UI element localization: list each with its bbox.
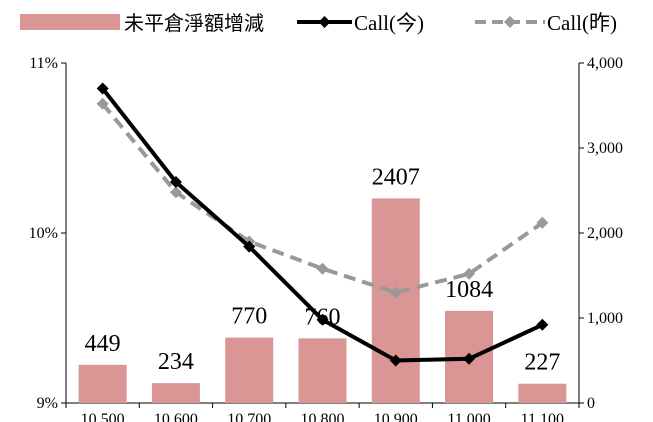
line-point-1-0 bbox=[96, 82, 109, 95]
bar-label-4: 2407 bbox=[372, 164, 420, 190]
right-tick-label-3: 3,000 bbox=[587, 140, 623, 157]
bar-label-6: 227 bbox=[524, 350, 560, 376]
bar-6 bbox=[518, 383, 567, 403]
bar-4 bbox=[371, 198, 420, 403]
bar-label-2: 770 bbox=[231, 304, 267, 330]
x-tick-label-6: 11,100 bbox=[521, 411, 564, 422]
x-tick-label-1: 10,600 bbox=[154, 411, 198, 422]
ticks: 9% 10% 11% 0 1,000 2,000 3,000 4,000 10,500 10,60… bbox=[29, 55, 623, 422]
right-tick-label-4: 4,000 bbox=[587, 55, 623, 72]
left-tick-label-0: 9% bbox=[37, 395, 58, 412]
right-tick-label-0: 0 bbox=[587, 395, 595, 412]
bars bbox=[78, 198, 567, 403]
left-tick-label-1: 10% bbox=[29, 225, 58, 242]
legend-label-call-yesterday: Call(昨) bbox=[547, 11, 617, 35]
x-tick-label-4: 10,900 bbox=[374, 411, 418, 422]
line-point-1-6 bbox=[536, 318, 549, 331]
right-tick-label-2: 2,000 bbox=[587, 225, 623, 242]
legend: 未平倉淨額增減 Call(今) Call(昨) bbox=[20, 11, 617, 35]
legend-label-bar: 未平倉淨額增減 bbox=[124, 11, 264, 35]
bar-label-0: 449 bbox=[85, 331, 121, 357]
right-tick-label-1: 1,000 bbox=[587, 310, 623, 327]
bar-2 bbox=[225, 337, 274, 403]
left-tick-label-2: 11% bbox=[29, 55, 58, 72]
x-tick-label-0: 10,500 bbox=[81, 411, 125, 422]
line-point-2-6 bbox=[536, 216, 549, 229]
x-tick-label-5: 11,000 bbox=[447, 411, 490, 422]
line-point-2-3 bbox=[316, 262, 329, 275]
legend-swatch-bar bbox=[20, 14, 120, 30]
line-point-1-1 bbox=[169, 176, 182, 188]
line-point-1-2 bbox=[243, 240, 256, 253]
bar-label-1: 234 bbox=[158, 349, 194, 375]
legend-marker-call-yesterday bbox=[504, 16, 516, 28]
lines bbox=[96, 82, 549, 367]
line-point-1-5 bbox=[463, 352, 476, 365]
bar-labels: 44923477076024071084227 bbox=[85, 164, 561, 375]
bar-label-5: 1084 bbox=[445, 277, 493, 303]
line-point-2-5 bbox=[463, 267, 476, 280]
line-point-2-4 bbox=[389, 286, 402, 299]
line-point-1-4 bbox=[389, 354, 402, 367]
line-point-2-0 bbox=[96, 97, 109, 110]
legend-label-call-today: Call(今) bbox=[354, 11, 424, 35]
bar-3 bbox=[298, 338, 347, 403]
bar-0 bbox=[78, 364, 127, 403]
legend-marker-call-today bbox=[318, 16, 331, 28]
bar-1 bbox=[151, 383, 200, 403]
x-tick-label-3: 10,800 bbox=[301, 411, 345, 422]
x-tick-label-2: 10,700 bbox=[227, 411, 271, 422]
line-point-2-1 bbox=[169, 186, 182, 199]
line-point-1-3 bbox=[316, 313, 329, 326]
